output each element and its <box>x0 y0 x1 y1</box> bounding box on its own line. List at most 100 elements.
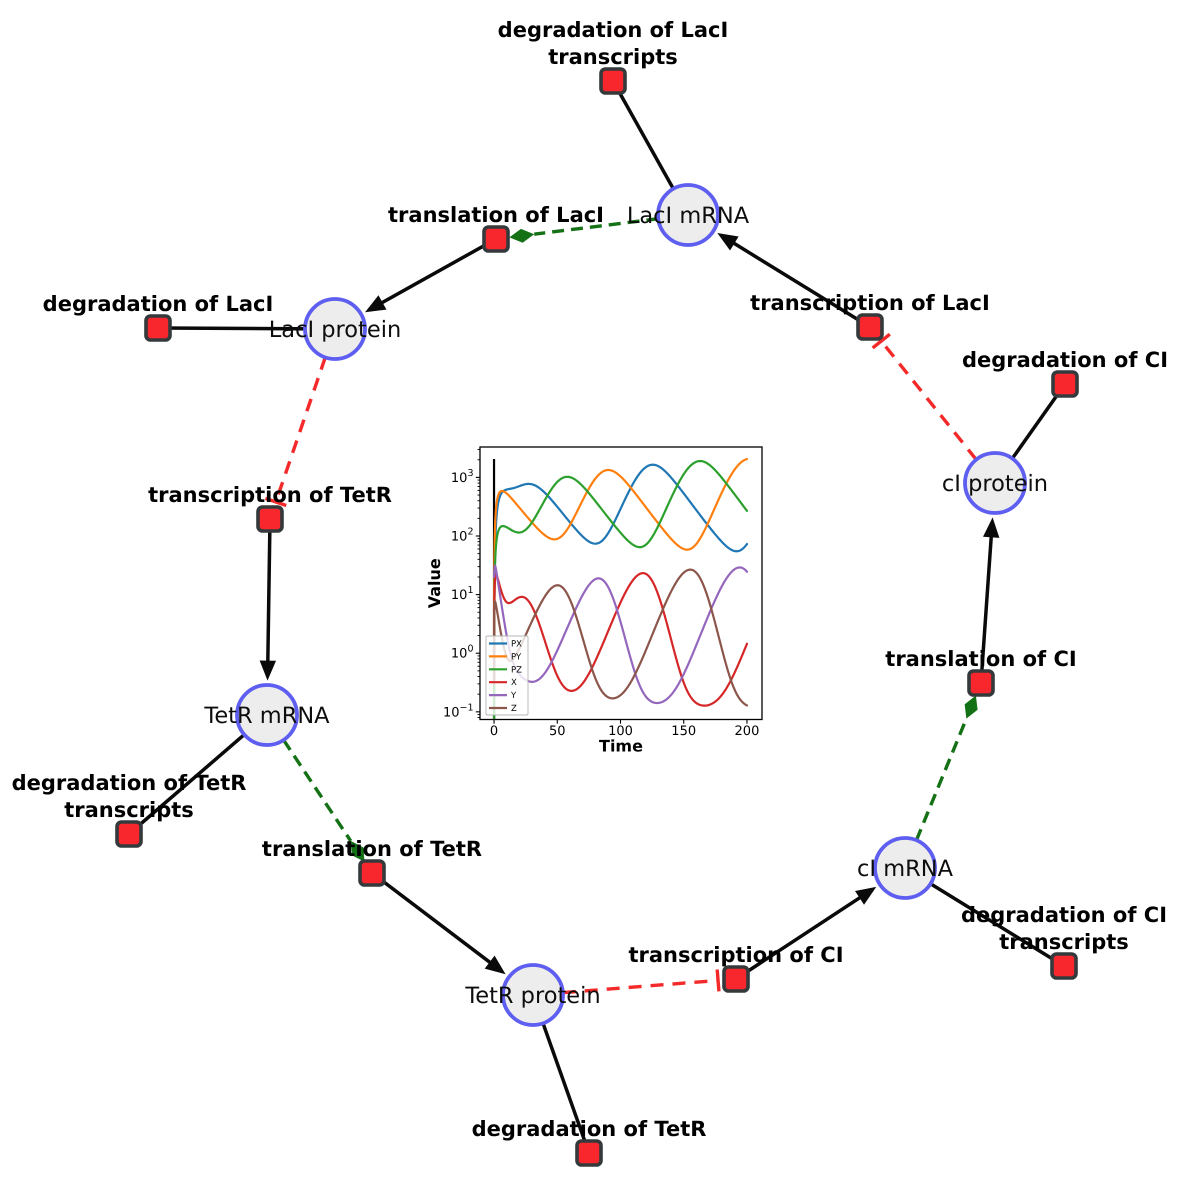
species-node-cI_mRNA[interactable] <box>873 836 937 900</box>
species-label-LacI_mRNA: LacI mRNA <box>627 203 750 229</box>
reaction-label-translation_CI-line1: translation of CI <box>885 647 1076 671</box>
reaction-label-translation_TetR-line1: translation of TetR <box>262 837 482 861</box>
edge-modifier-TetR_mRNA-translation_TetR <box>282 738 353 842</box>
edge-production-transcription_LacI-LacI_mRNA-arrowhead <box>717 233 739 251</box>
reaction-label-deg_CI-line1: degradation of CI <box>962 348 1168 372</box>
species-label-TetR_mRNA: TetR mRNA <box>203 703 330 729</box>
edge-inhibition-LacI_protein-transcription_TetR-tee <box>264 496 287 508</box>
y-tick-label-1e1: 101 <box>451 585 474 603</box>
legend-label-PX: PX <box>511 640 522 650</box>
species-node-LacI_mRNA[interactable] <box>656 183 720 247</box>
edge-production-translation_CI-cI_protein-arrowhead <box>983 517 1000 538</box>
reaction-node-transcription_TetR[interactable] <box>256 505 284 533</box>
edge-modifier-LacI_mRNA-translation_LacI-diamond <box>509 228 535 243</box>
y-tick-exp-2: 2 <box>467 527 473 538</box>
y-tick-base-3: 10 <box>451 471 468 486</box>
y-tick-base-1: 10 <box>451 588 468 603</box>
species-label-cI_protein: cI protein <box>942 471 1048 497</box>
reaction-label-deg_CI_transcripts-line2: transcripts <box>999 930 1129 954</box>
reaction-node-transcription_LacI[interactable] <box>856 313 884 341</box>
reaction-node-deg_LacI[interactable] <box>144 314 172 342</box>
timecourse-inset-chart: 0 50 100 150 20010−1100101102103TimeValuePXP… <box>425 446 763 756</box>
species-label-TetR_protein: TetR protein <box>464 983 600 1009</box>
x-tick-label-200: 200 <box>735 724 760 739</box>
y-tick-label-1e-1: 10−1 <box>443 702 474 720</box>
y-tick-exp-1: 1 <box>467 585 473 596</box>
y-tick-exp-3: 3 <box>467 468 473 479</box>
reaction-label-translation_LacI-line1: translation of LacI <box>388 203 604 227</box>
reaction-node-deg_CI_transcripts[interactable] <box>1050 952 1078 980</box>
reaction-node-translation_CI[interactable] <box>967 669 995 697</box>
reaction-node-deg_TetR_transcripts[interactable] <box>115 820 143 848</box>
edge-production-translation_LacI-LacI_protein-arrowhead <box>365 295 387 313</box>
legend-label-X: X <box>511 678 517 688</box>
legend-label-Y: Y <box>510 691 517 701</box>
edge-production-translation_LacI-LacI_protein <box>378 237 497 306</box>
reaction-node-deg_TetR[interactable] <box>575 1139 603 1167</box>
edge-production-transcription_TetR-TetR_mRNA-arrowhead <box>259 660 277 681</box>
edge-inhibition-cI_protein-transcription_LacI-tee <box>871 332 891 350</box>
series-line-PY <box>492 457 749 646</box>
edge-inhibition-TetR_protein-transcription_CI <box>562 978 719 995</box>
reaction-label-transcription_CI-line1: transcription of CI <box>628 943 843 967</box>
reaction-label-deg_TetR_transcripts-line1: degradation of TetR <box>12 771 247 795</box>
edge-production-transcription_CI-cI_mRNA-arrowhead <box>855 886 877 905</box>
edge-production-transcription_CI-cI_mRNA <box>735 894 864 981</box>
edge-modifier-cI_mRNA-translation_CI-diamond <box>964 695 978 719</box>
x-tick-label-100: 100 <box>608 724 633 739</box>
x-tick-label-50: 50 <box>549 724 566 739</box>
species-label-LacI_protein: LacI protein <box>269 317 401 343</box>
edge-modifier-LacI_mRNA-translation_LacI <box>533 217 659 236</box>
species-node-TetR_protein[interactable] <box>501 963 565 1027</box>
series-line-Y <box>492 564 749 705</box>
reaction-label-deg_LacI-line1: degradation of LacI <box>43 292 274 316</box>
y-tick-exp-0: 0 <box>467 644 473 655</box>
reaction-label-deg_TetR_transcripts-line2: transcripts <box>64 798 194 822</box>
edge-inhibition-TetR_protein-transcription_CI-tee <box>715 969 721 992</box>
reaction-node-transcription_CI[interactable] <box>722 965 750 993</box>
reaction-label-transcription_LacI-line1: transcription of LacI <box>750 291 990 315</box>
reaction-label-deg_TetR-line1: degradation of TetR <box>472 1117 707 1141</box>
species-node-TetR_mRNA[interactable] <box>235 683 299 747</box>
y-tick-base--1: 10 <box>443 705 460 720</box>
reaction-node-translation_TetR[interactable] <box>358 859 386 887</box>
edge-inhibition-cI_protein-transcription_LacI <box>879 339 978 461</box>
legend-label-Z: Z <box>511 704 517 714</box>
y-axis-label: Value <box>425 558 444 608</box>
series-line-PZ <box>492 459 749 720</box>
y-tick-label-1e0: 100 <box>451 644 474 662</box>
series-line-PX <box>492 463 749 720</box>
chart-data-area <box>492 457 749 720</box>
y-tick-exp--1: −1 <box>459 702 473 713</box>
edge-production-transcription_LacI-LacI_mRNA <box>730 239 871 329</box>
reaction-node-translation_LacI[interactable] <box>482 225 510 253</box>
reaction-node-deg_CI[interactable] <box>1051 370 1079 398</box>
edge-modifier-cI_mRNA-translation_CI <box>914 717 968 841</box>
x-tick-label-150: 150 <box>671 724 696 739</box>
chart-legend[interactable]: PX PY PZ XYZ <box>485 635 529 716</box>
species-node-cI_protein[interactable] <box>963 451 1027 515</box>
edge-modifier-TetR_mRNA-translation_TetR-diamond <box>350 840 365 862</box>
edge-inhibition-LacI_protein-transcription_TetR <box>274 356 327 503</box>
edge-production-transcription_TetR-TetR_mRNA <box>266 518 272 665</box>
reaction-node-deg_LacI_transcripts[interactable] <box>599 67 627 95</box>
reaction-label-deg_LacI_transcripts-line2: transcripts <box>548 45 678 69</box>
y-tick-base-0: 10 <box>451 647 468 662</box>
edge-production-translation_TetR-TetR_protein-arrowhead <box>484 955 506 975</box>
nodes-layer <box>115 67 1079 1167</box>
chart-axes-frame <box>479 446 763 721</box>
x-tick-label-0: 0 <box>490 724 498 739</box>
legend-label-PZ: PZ <box>511 665 522 675</box>
y-tick-label-1e3: 103 <box>451 468 474 486</box>
y-tick-base-2: 10 <box>451 530 468 545</box>
edge-production-translation_TetR-TetR_protein <box>370 871 494 966</box>
edges-layer <box>127 80 1067 1154</box>
reaction-label-deg_LacI_transcripts-line1: degradation of LacI <box>498 18 729 42</box>
edge-production-translation_CI-cI_protein <box>979 533 994 684</box>
species-node-LacI_protein[interactable] <box>303 297 367 361</box>
reaction-label-transcription_TetR-line1: transcription of TetR <box>148 483 392 507</box>
x-axis-label: Time <box>599 737 643 756</box>
legend-label-PY: PY <box>511 652 522 662</box>
